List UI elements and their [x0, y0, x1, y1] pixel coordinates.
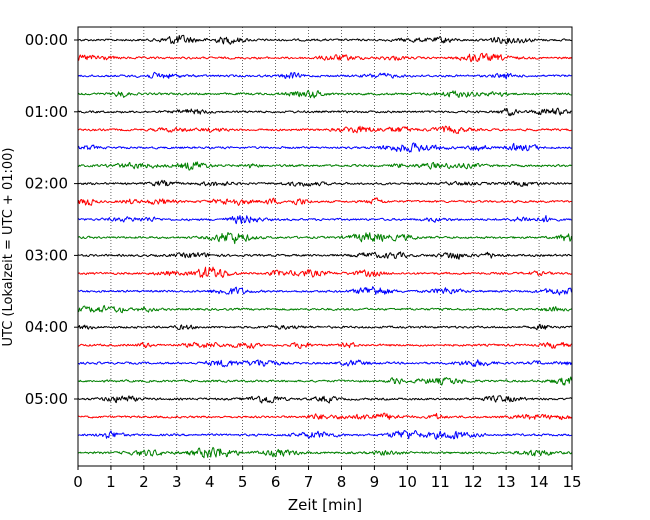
y-tick-label: 05:00 — [25, 390, 68, 408]
trace-line — [77, 376, 572, 386]
x-tick-label: 6 — [271, 473, 281, 491]
trace-line — [77, 107, 572, 117]
y-tick-label: 02:00 — [25, 175, 68, 193]
x-tick-label: 8 — [337, 473, 347, 491]
trace-line — [77, 89, 572, 99]
y-tick-label: 00:00 — [25, 31, 68, 49]
x-tick-label: 14 — [530, 473, 549, 491]
trace-line — [77, 341, 572, 349]
x-axis-label: Zeit [min] — [288, 496, 362, 514]
y-tick-label: 04:00 — [25, 318, 68, 336]
trace-line — [77, 142, 572, 153]
trace-line — [77, 266, 572, 278]
trace-line — [77, 179, 572, 187]
x-tick-label: 10 — [398, 473, 417, 491]
x-tick-label: 13 — [497, 473, 516, 491]
trace-line — [77, 215, 572, 225]
x-tick-label: 12 — [464, 473, 483, 491]
x-tick-label: 0 — [73, 473, 83, 491]
trace-line — [77, 125, 572, 135]
x-tick-label: 5 — [238, 473, 248, 491]
trace-line — [77, 446, 572, 459]
trace-line — [77, 232, 572, 245]
x-tick-label: 1 — [106, 473, 116, 491]
trace-line — [77, 286, 572, 296]
x-tick-label: 7 — [304, 473, 314, 491]
x-tick-label: 9 — [370, 473, 380, 491]
trace-line — [77, 412, 572, 421]
trace-line — [77, 197, 572, 206]
trace-line — [77, 251, 572, 260]
y-axis-label: UTC (Lokalzeit = UTC + 01:00) — [1, 148, 16, 347]
trace-line — [77, 359, 572, 368]
x-tick-label: 3 — [172, 473, 182, 491]
grid-lines — [110, 27, 540, 466]
x-tick-label: 11 — [431, 473, 450, 491]
y-tick-label: 01:00 — [25, 103, 68, 121]
trace-line — [77, 34, 572, 45]
x-axis: 0 1 2 3 4 5 6 7 8 9 10 11 12 13 14 15 — [73, 466, 582, 491]
x-tick-label: 4 — [205, 473, 215, 491]
trace-line — [77, 304, 572, 314]
trace-line — [77, 323, 572, 331]
trace-line — [77, 161, 572, 171]
y-axis: 00:00 01:00 02:00 03:00 04:00 05:00 — [25, 31, 78, 408]
x-tick-label: 2 — [139, 473, 149, 491]
trace-line — [77, 71, 572, 80]
trace-line — [77, 430, 572, 440]
y-tick-label: 03:00 — [25, 246, 68, 264]
trace-line — [77, 52, 572, 63]
x-tick-label: 15 — [562, 473, 581, 491]
trace-line — [77, 395, 572, 404]
seismic-traces — [77, 34, 572, 459]
plot-frame — [77, 26, 573, 467]
